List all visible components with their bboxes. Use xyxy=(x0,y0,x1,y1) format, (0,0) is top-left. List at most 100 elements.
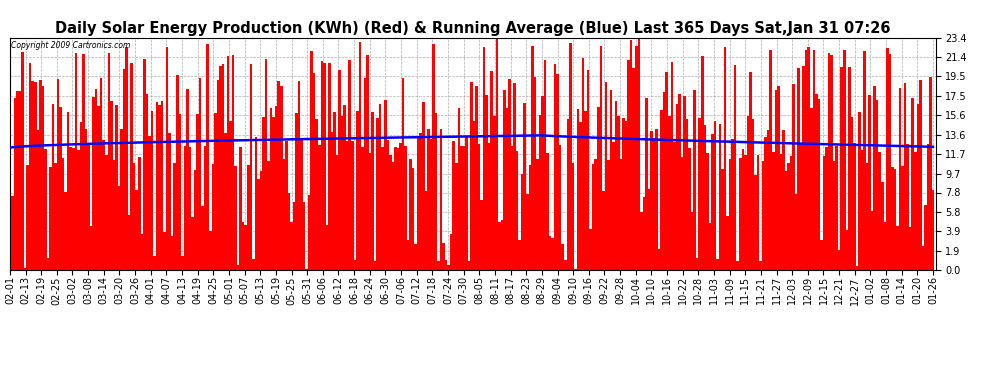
Bar xyxy=(899,88,901,270)
Bar xyxy=(625,121,628,270)
Bar xyxy=(462,146,465,270)
Bar xyxy=(782,130,785,270)
Bar xyxy=(252,259,254,270)
Bar xyxy=(323,63,326,270)
Bar xyxy=(769,50,772,270)
Bar xyxy=(711,134,714,270)
Bar xyxy=(212,164,214,270)
Bar xyxy=(777,86,779,270)
Bar xyxy=(146,93,148,270)
Bar xyxy=(341,116,344,270)
Bar xyxy=(924,206,927,270)
Bar xyxy=(785,171,787,270)
Bar xyxy=(534,77,537,270)
Bar xyxy=(772,152,774,270)
Bar xyxy=(158,105,160,270)
Bar xyxy=(501,219,503,270)
Bar xyxy=(209,231,212,270)
Bar xyxy=(346,141,348,270)
Bar xyxy=(524,103,526,270)
Bar xyxy=(219,66,222,270)
Bar xyxy=(415,244,417,270)
Bar xyxy=(665,72,668,270)
Bar xyxy=(820,240,823,270)
Bar xyxy=(683,96,686,270)
Bar xyxy=(800,144,803,270)
Bar xyxy=(59,107,62,270)
Bar xyxy=(691,212,693,270)
Bar xyxy=(564,260,566,270)
Bar xyxy=(521,174,524,270)
Bar xyxy=(566,119,569,270)
Bar xyxy=(643,198,645,270)
Bar xyxy=(186,88,189,270)
Bar xyxy=(257,178,259,270)
Bar xyxy=(293,201,295,270)
Bar xyxy=(285,141,287,270)
Bar xyxy=(531,46,534,270)
Bar xyxy=(334,112,336,270)
Bar xyxy=(87,146,90,270)
Bar xyxy=(594,159,597,270)
Bar xyxy=(427,129,430,270)
Bar xyxy=(808,47,810,270)
Bar xyxy=(298,81,300,270)
Bar xyxy=(732,139,734,270)
Bar xyxy=(582,58,584,270)
Bar xyxy=(339,70,341,270)
Bar xyxy=(399,142,402,270)
Bar xyxy=(883,222,886,270)
Bar xyxy=(722,169,724,270)
Bar xyxy=(259,171,262,270)
Bar xyxy=(64,192,67,270)
Bar xyxy=(95,89,97,270)
Bar xyxy=(433,44,435,270)
Bar xyxy=(272,117,275,270)
Bar xyxy=(670,62,673,270)
Bar xyxy=(397,148,399,270)
Bar xyxy=(110,101,113,270)
Bar xyxy=(488,143,490,270)
Bar xyxy=(779,154,782,270)
Bar xyxy=(896,226,899,270)
Bar xyxy=(384,100,386,270)
Bar xyxy=(366,54,368,270)
Bar xyxy=(230,120,232,270)
Bar xyxy=(37,130,39,270)
Bar xyxy=(440,129,443,270)
Bar xyxy=(551,238,553,270)
Bar xyxy=(485,94,488,270)
Bar xyxy=(336,155,339,270)
Bar xyxy=(620,159,623,270)
Bar xyxy=(358,42,361,270)
Bar xyxy=(579,122,582,270)
Bar xyxy=(922,246,924,270)
Bar xyxy=(767,130,769,270)
Bar xyxy=(227,56,230,270)
Bar xyxy=(858,112,860,270)
Bar xyxy=(449,234,452,270)
Bar xyxy=(810,108,813,270)
Bar xyxy=(623,118,625,270)
Bar xyxy=(841,67,842,270)
Bar xyxy=(235,166,237,270)
Bar xyxy=(660,110,663,270)
Bar xyxy=(133,163,136,270)
Bar xyxy=(917,104,919,270)
Bar xyxy=(855,266,858,270)
Bar xyxy=(751,119,754,270)
Bar xyxy=(914,152,917,270)
Bar xyxy=(729,159,732,270)
Bar xyxy=(746,116,749,270)
Bar xyxy=(641,211,643,270)
Bar xyxy=(14,98,16,270)
Bar xyxy=(245,225,248,270)
Bar xyxy=(737,261,739,270)
Bar xyxy=(615,101,618,270)
Bar xyxy=(889,54,891,270)
Bar xyxy=(9,134,11,270)
Bar xyxy=(22,53,24,270)
Bar xyxy=(54,164,56,270)
Bar xyxy=(45,149,47,270)
Bar xyxy=(698,118,701,270)
